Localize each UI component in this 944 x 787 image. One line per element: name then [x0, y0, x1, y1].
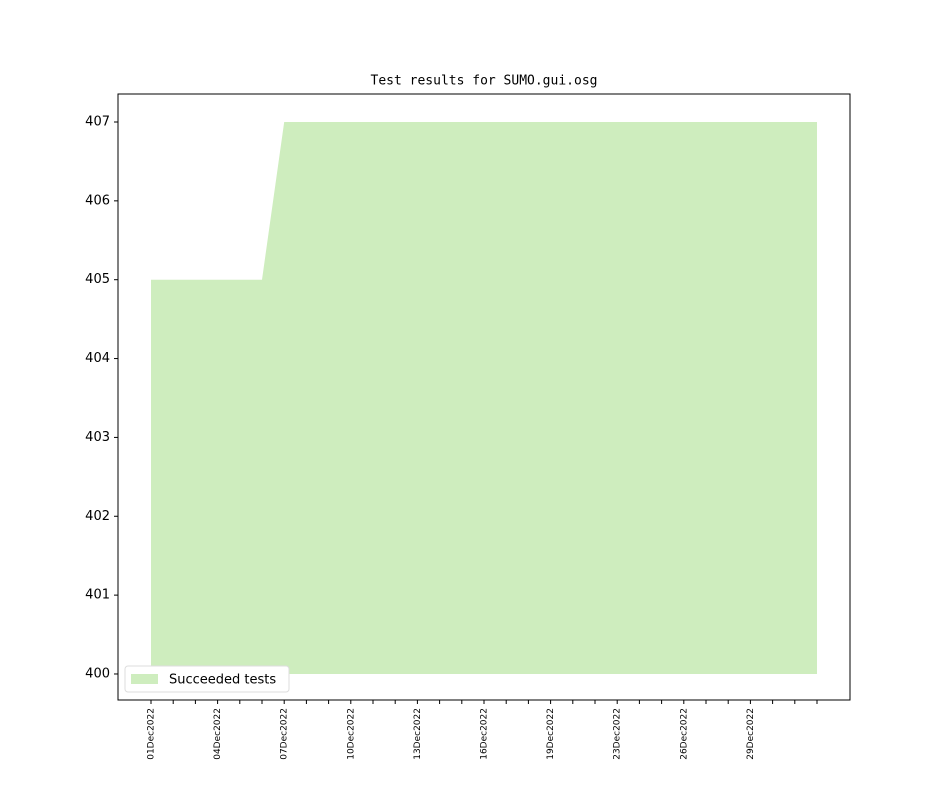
chart-title: Test results for SUMO.gui.osg [371, 74, 598, 89]
y-tick-label: 407 [85, 114, 110, 129]
area [151, 121, 817, 674]
y-tick-label: 401 [85, 588, 110, 603]
x-tick-label: 13Dec2022 [413, 708, 423, 760]
x-tick-label: 26Dec2022 [679, 708, 689, 760]
x-tick-label: 19Dec2022 [546, 708, 556, 760]
legend-swatch [131, 674, 158, 684]
y-tick-label: 405 [85, 272, 110, 287]
x-tick-label: 29Dec2022 [746, 708, 756, 760]
x-tick-label: 07Dec2022 [280, 708, 290, 760]
y-tick-label: 402 [85, 509, 110, 524]
legend-frame [124, 665, 290, 693]
x-tick-label: 04Dec2022 [213, 708, 223, 760]
x-tick-label: 01Dec2022 [147, 708, 157, 760]
x-tick-label: 23Dec2022 [613, 708, 623, 760]
x-tick-label: 16Dec2022 [480, 708, 490, 760]
legend-label: Succeeded tests [169, 673, 276, 688]
y-tick-label: 400 [85, 666, 110, 681]
y-tick-label: 404 [85, 351, 110, 366]
y-tick-label: 403 [85, 430, 110, 445]
y-tick-label: 406 [85, 193, 110, 208]
x-tick-label: 10Dec2022 [346, 708, 356, 760]
legend: Succeeded tests [124, 665, 290, 693]
